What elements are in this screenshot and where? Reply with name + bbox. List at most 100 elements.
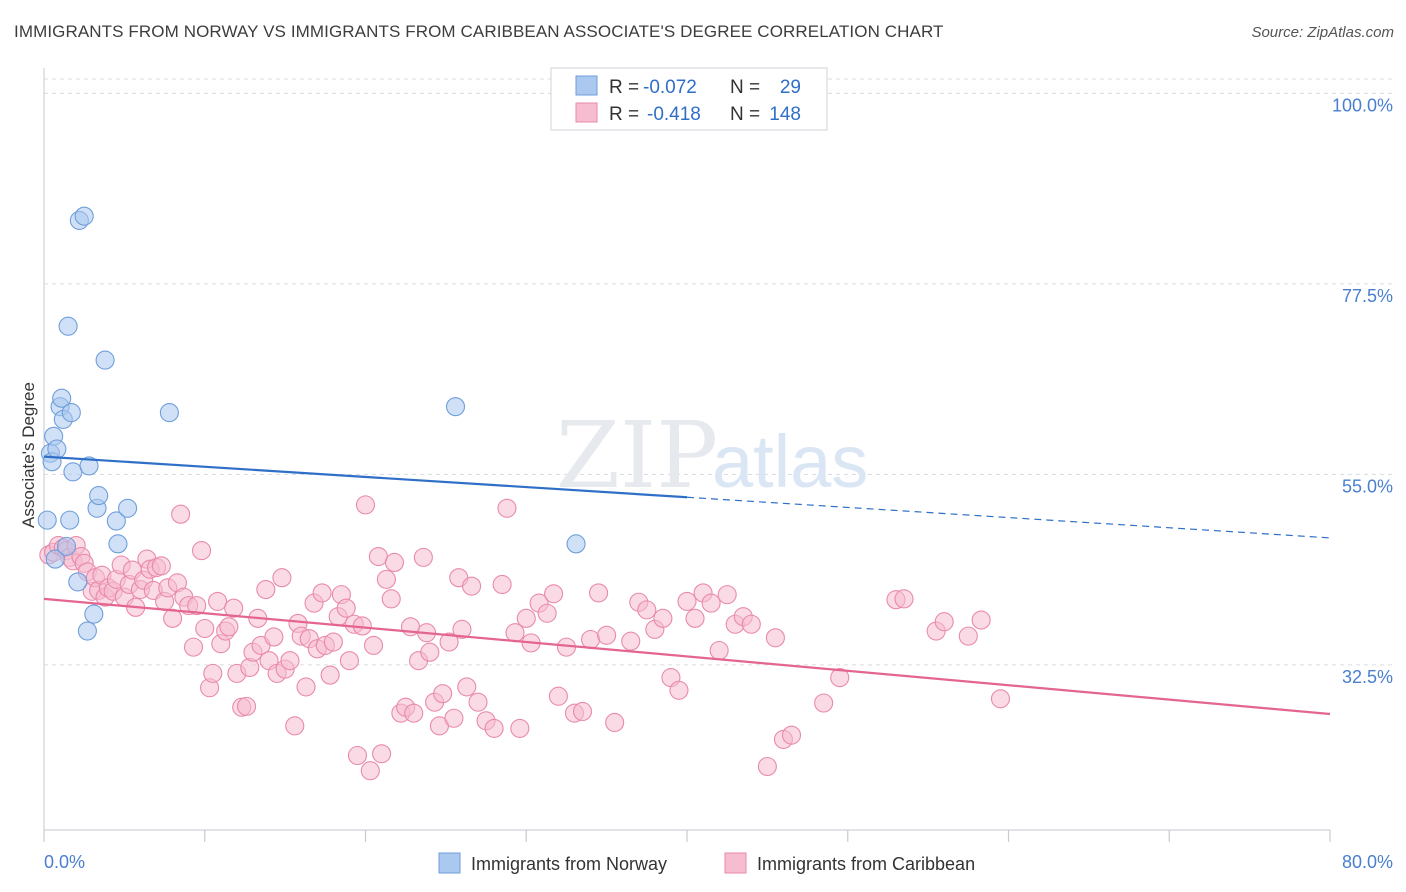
carib-point [151, 556, 171, 576]
norway-point [566, 534, 586, 554]
norway-trend-line [43, 455, 688, 499]
carib-point [971, 610, 991, 630]
carib-trend-line [43, 597, 1331, 716]
carib-point [572, 701, 593, 722]
legend-norway-swatch [575, 75, 598, 96]
carib-point [363, 635, 384, 655]
carib-point [280, 651, 300, 671]
carib-point [187, 596, 207, 616]
legend-carib-r-value: -0.418 [647, 104, 701, 125]
carib-point [990, 689, 1011, 709]
norway-point [61, 403, 81, 423]
carib-point [191, 541, 212, 561]
carib-point [597, 625, 617, 645]
carib-point [404, 703, 424, 723]
carib-point [296, 677, 316, 697]
trend-lines [43, 455, 1331, 716]
carib-point [468, 692, 488, 712]
carib-point [548, 686, 568, 706]
carib-point [339, 651, 359, 671]
carib-point [264, 627, 284, 647]
carib-point [376, 569, 396, 589]
norway-point [60, 510, 80, 530]
norway-point [445, 397, 466, 417]
carib-point [544, 584, 564, 604]
chart-title: IMMIGRANTS FROM NORWAY VS IMMIGRANTS FRO… [14, 22, 944, 41]
carib-point [757, 756, 777, 777]
legend-norway-n-value: 29 [780, 77, 801, 98]
legend-carib-swatch [575, 102, 598, 123]
watermark-atlas: atlas [712, 420, 868, 503]
carib-point [958, 626, 978, 646]
bottom-legend-norway-label: Immigrants from Norway [471, 854, 667, 874]
carib-point [452, 619, 472, 639]
carib-point [413, 547, 433, 567]
carib-point [381, 589, 401, 609]
carib-point [510, 718, 530, 738]
carib-point [347, 745, 368, 766]
carib-point [208, 591, 228, 611]
carib-point [653, 608, 673, 628]
norway-point [89, 486, 109, 506]
norway-point [95, 350, 115, 370]
norway-point [68, 572, 88, 592]
carib-point [256, 579, 276, 600]
norway-point [159, 403, 179, 423]
y-tick-label: 77.5% [1342, 286, 1393, 306]
norway-point [79, 456, 99, 476]
norway-point [106, 511, 126, 531]
norway-point [45, 549, 65, 569]
norway-point [47, 439, 67, 459]
carib-point [384, 552, 404, 573]
carib-point [894, 589, 914, 609]
norway-point [84, 604, 104, 624]
carib-point [462, 576, 482, 596]
carib-point [621, 631, 641, 651]
caribbean-points [39, 495, 1011, 781]
norway-points [37, 206, 586, 641]
carib-point [516, 608, 536, 628]
carib-point [171, 504, 191, 524]
carib-point [537, 603, 557, 623]
carib-point [320, 665, 340, 685]
norway-point [118, 498, 138, 518]
norway-trend-extension [686, 496, 1331, 539]
carib-point [336, 598, 356, 618]
norway-point [63, 462, 83, 482]
carib-point [605, 712, 625, 733]
carib-point [717, 585, 737, 605]
norway-point [37, 510, 57, 530]
carib-point [765, 628, 785, 648]
carib-point [934, 612, 954, 632]
watermark: ZIP atlas [556, 402, 868, 509]
carib-point [457, 677, 477, 697]
norway-point [56, 536, 77, 556]
carib-point [355, 495, 376, 515]
carib-point [360, 761, 380, 781]
legend-norway-n-label: N = [730, 77, 760, 98]
carib-point [323, 632, 343, 652]
watermark-zip: ZIP [556, 402, 718, 509]
carib-point [236, 696, 257, 716]
carib-point [814, 693, 834, 713]
norway-point [58, 316, 78, 336]
carib-point [439, 632, 459, 652]
carib-point [685, 608, 705, 628]
carib-point [709, 640, 729, 661]
y-tick-label: 32.5% [1342, 667, 1393, 687]
carib-point [272, 568, 292, 588]
carib-point [492, 574, 512, 595]
carib-point [433, 684, 453, 704]
bottom-legend-carib-label: Immigrants from Caribbean [757, 854, 975, 874]
carib-point [677, 591, 697, 611]
carib-point [372, 744, 392, 764]
norway-point [108, 534, 128, 554]
legend-norway-r-label: R = [609, 77, 639, 98]
legend-box: R = -0.072 N = 29 R = -0.418 N = 148 [550, 67, 828, 131]
y-tick-labels: 100.0% 77.5% 55.0% 32.5% [1332, 95, 1393, 687]
carib-point [701, 593, 721, 613]
carib-point [420, 642, 440, 662]
norway-point [74, 206, 94, 226]
carib-point [224, 598, 244, 618]
